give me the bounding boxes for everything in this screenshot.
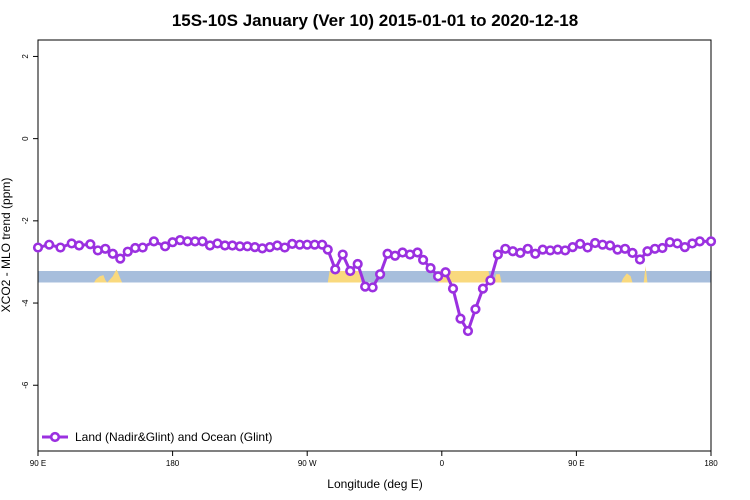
series-point xyxy=(447,283,459,294)
series-point xyxy=(74,240,85,251)
series-point xyxy=(575,238,586,249)
series-point xyxy=(197,236,208,247)
series-point xyxy=(522,243,533,254)
series-point xyxy=(694,236,705,247)
series-point xyxy=(477,283,489,294)
y-tick-label-3: -4 xyxy=(21,299,30,307)
x-tick-label-0: 90 E xyxy=(30,459,46,468)
land-segment-3 xyxy=(494,274,502,283)
plot-area: 2 0 -2 -4 -6 90 E 180 90 W 0 90 E 180 Land (Nadir&G… xyxy=(21,39,718,468)
series-point xyxy=(705,236,717,247)
series-point xyxy=(55,242,66,253)
ocean-band xyxy=(38,270,711,283)
series-point xyxy=(492,249,503,260)
x-tick-label-1: 180 xyxy=(166,459,180,468)
series-point xyxy=(115,253,126,264)
y-tick-label-2: -2 xyxy=(21,217,30,225)
x-tick-label-5: 180 xyxy=(704,459,718,468)
series-point xyxy=(455,313,466,324)
series-point xyxy=(367,282,378,293)
series-point xyxy=(679,242,690,253)
legend-marker xyxy=(49,431,61,443)
series-point xyxy=(352,258,363,270)
x-tick-label-4: 90 E xyxy=(568,459,584,468)
y-tick-label-1: 0 xyxy=(21,136,30,141)
y-tick-label-4: -6 xyxy=(21,381,30,389)
series-point xyxy=(462,325,474,337)
series-point xyxy=(44,239,55,250)
legend-label: Land (Nadir&Glint) and Ocean (Glint) xyxy=(75,430,272,444)
series-point xyxy=(32,242,44,253)
series-point xyxy=(412,247,423,258)
series-point xyxy=(627,247,638,258)
x-tick-label-3: 0 xyxy=(440,459,445,468)
series-point xyxy=(337,249,348,260)
series-point xyxy=(425,263,436,274)
series-point xyxy=(657,242,668,254)
land-segment-5 xyxy=(643,266,648,283)
series-point xyxy=(137,242,148,253)
series-point xyxy=(619,243,631,254)
series-point xyxy=(672,238,683,249)
series-point xyxy=(582,242,593,253)
series-point xyxy=(432,271,444,282)
series-point xyxy=(279,242,290,253)
series-point xyxy=(634,254,646,265)
series-point xyxy=(604,240,616,251)
y-axis-label: XCO2 - MLO trend (ppm) xyxy=(0,178,13,313)
land-segment-0 xyxy=(94,269,123,283)
series-point xyxy=(470,304,481,315)
series-point xyxy=(122,246,133,257)
y-tick-label-0: 2 xyxy=(21,54,30,59)
x-axis-label: Longitude (deg E) xyxy=(327,477,422,491)
series-point xyxy=(418,254,429,265)
land-segment-4 xyxy=(621,273,633,283)
series-point xyxy=(440,267,451,278)
series-point xyxy=(322,244,333,255)
series-point xyxy=(107,248,118,259)
series-point xyxy=(330,264,341,275)
series-point xyxy=(485,275,496,286)
chart-title: 15S-10S January (Ver 10) 2015-01-01 to 2… xyxy=(172,11,578,30)
x-tick-label-2: 90 W xyxy=(298,459,317,468)
series-point xyxy=(148,236,160,247)
series-point xyxy=(515,247,526,258)
series-point xyxy=(100,243,111,254)
series-point xyxy=(375,269,386,280)
series-point xyxy=(530,248,541,259)
series-point xyxy=(160,241,171,252)
series-point xyxy=(85,239,96,250)
series-point xyxy=(345,265,356,277)
land-segment-2 xyxy=(438,271,491,283)
